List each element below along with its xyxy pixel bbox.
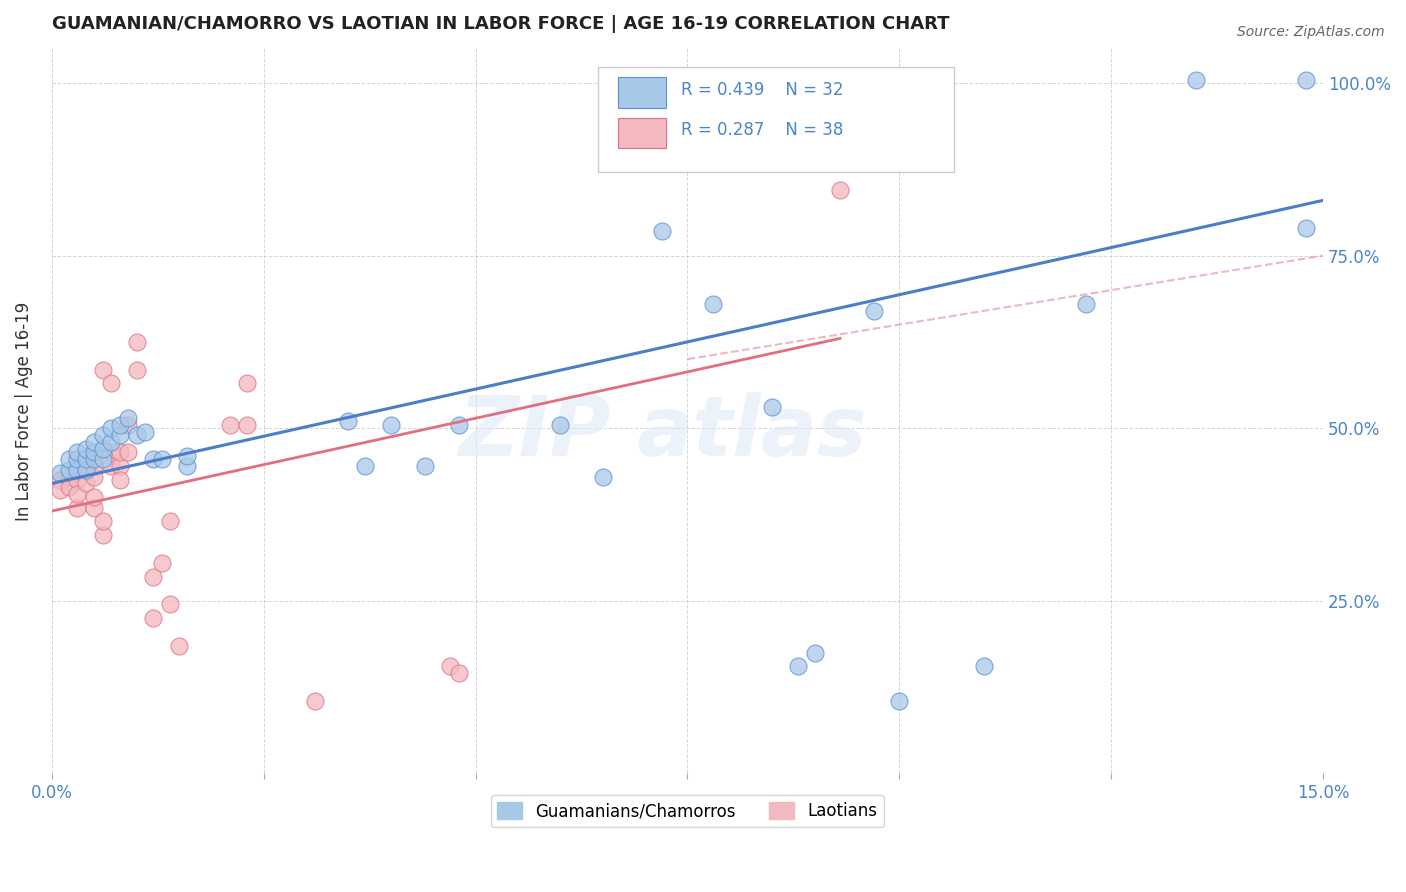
Point: [550, 417, 572, 432]
Point: [337, 414, 360, 428]
Point: [142, 611, 165, 625]
Point: [91, 442, 114, 456]
Point: [786, 659, 808, 673]
Point: [304, 694, 326, 708]
Point: [66, 473, 89, 487]
Bar: [617, 78, 666, 108]
Point: [1295, 221, 1317, 235]
Point: [159, 515, 181, 529]
Point: [439, 659, 461, 673]
Point: [218, 417, 240, 432]
Point: [100, 445, 122, 459]
Point: [66, 500, 89, 515]
Point: [91, 362, 114, 376]
Point: [100, 459, 122, 474]
Point: [167, 639, 190, 653]
Point: [66, 462, 89, 476]
Point: [863, 303, 886, 318]
Point: [91, 428, 114, 442]
Point: [58, 469, 80, 483]
Point: [91, 528, 114, 542]
Point: [125, 334, 148, 349]
Point: [150, 556, 173, 570]
Point: [58, 480, 80, 494]
Point: [651, 224, 673, 238]
Point: [668, 72, 690, 87]
Text: atlas: atlas: [637, 392, 868, 473]
Point: [100, 421, 122, 435]
Point: [117, 417, 139, 432]
Point: [828, 183, 851, 197]
Point: [49, 466, 72, 480]
Text: R = 0.287    N = 38: R = 0.287 N = 38: [681, 121, 844, 139]
Point: [100, 435, 122, 450]
Point: [380, 417, 402, 432]
Point: [75, 449, 97, 463]
Point: [159, 597, 181, 611]
Point: [592, 469, 614, 483]
Point: [83, 452, 105, 467]
Point: [91, 515, 114, 529]
Point: [235, 417, 257, 432]
Point: [108, 417, 131, 432]
Point: [75, 462, 97, 476]
Point: [49, 473, 72, 487]
Point: [83, 500, 105, 515]
Point: [108, 473, 131, 487]
Point: [1074, 297, 1097, 311]
Point: [803, 646, 825, 660]
Point: [108, 459, 131, 474]
Point: [83, 490, 105, 504]
Point: [1295, 72, 1317, 87]
Point: [176, 449, 198, 463]
Point: [75, 442, 97, 456]
Legend: Guamanians/Chamorros, Laotians: Guamanians/Chamorros, Laotians: [491, 796, 884, 827]
Point: [83, 469, 105, 483]
Point: [58, 462, 80, 476]
Point: [91, 452, 114, 467]
Text: Source: ZipAtlas.com: Source: ZipAtlas.com: [1237, 25, 1385, 39]
FancyBboxPatch shape: [599, 67, 955, 171]
Point: [702, 297, 724, 311]
Point: [66, 487, 89, 501]
Point: [150, 452, 173, 467]
Y-axis label: In Labor Force | Age 16-19: In Labor Force | Age 16-19: [15, 301, 32, 521]
Point: [117, 445, 139, 459]
Point: [134, 425, 156, 439]
Point: [83, 459, 105, 474]
Point: [176, 459, 198, 474]
Point: [125, 362, 148, 376]
Point: [83, 445, 105, 459]
Point: [75, 476, 97, 491]
Point: [100, 376, 122, 391]
Point: [447, 666, 470, 681]
Point: [1185, 72, 1208, 87]
Point: [142, 452, 165, 467]
Point: [117, 410, 139, 425]
Text: GUAMANIAN/CHAMORRO VS LAOTIAN IN LABOR FORCE | AGE 16-19 CORRELATION CHART: GUAMANIAN/CHAMORRO VS LAOTIAN IN LABOR F…: [52, 15, 949, 33]
Point: [235, 376, 257, 391]
Point: [142, 569, 165, 583]
Text: ZIP: ZIP: [458, 392, 612, 473]
Point: [49, 483, 72, 498]
Point: [75, 452, 97, 467]
Point: [889, 694, 911, 708]
Bar: [617, 118, 666, 148]
Point: [413, 459, 436, 474]
Point: [83, 435, 105, 450]
Point: [447, 417, 470, 432]
Point: [75, 462, 97, 476]
Point: [354, 459, 377, 474]
Point: [761, 401, 783, 415]
Text: R = 0.439    N = 32: R = 0.439 N = 32: [681, 81, 844, 99]
Point: [973, 659, 995, 673]
Point: [66, 445, 89, 459]
Point: [58, 452, 80, 467]
Point: [66, 452, 89, 467]
Point: [125, 428, 148, 442]
Point: [108, 445, 131, 459]
Point: [108, 428, 131, 442]
